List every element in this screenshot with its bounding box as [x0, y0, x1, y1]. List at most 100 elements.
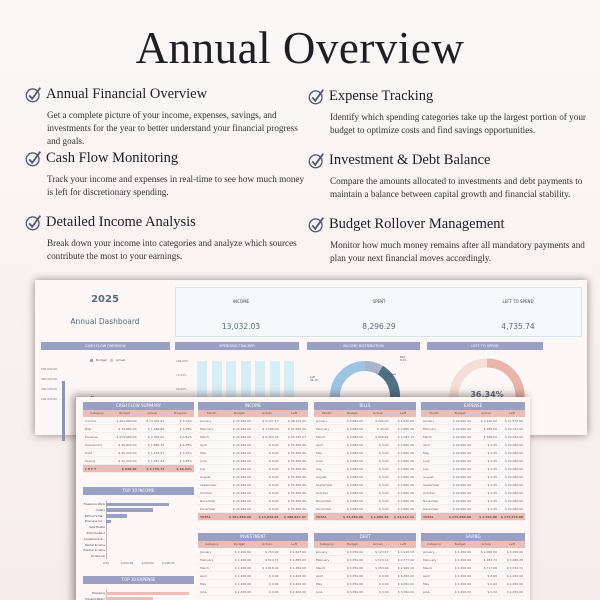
table-row: May $ 3,350.00 $ 0.00 $ 3,350.00	[314, 582, 416, 588]
column-header: Category	[319, 542, 334, 546]
investment-table-title: INVESTMENT	[198, 533, 308, 541]
column-header: Left	[291, 411, 298, 415]
bar-label: Business Inc...	[84, 519, 105, 524]
column-header: Actual	[262, 542, 272, 546]
table-row: Income $ 401,880.00 $ 13,032.03 $ 3.02%	[83, 419, 194, 425]
table-row: January $ 22,990.00 $ 1,420.00 $ 21,570.00	[421, 419, 525, 425]
table-row: May $ 2,890.00 $ 0.00 $ 2,890.00	[314, 451, 416, 457]
table-row: May $ 2,400.00 $ 0.00 $ 2,400.00	[198, 582, 308, 588]
column-header: Actual	[262, 411, 272, 415]
table-row: April $ 3,350.00 $ 0.00 $ 3,350.00	[314, 574, 416, 580]
check-circle-icon	[308, 217, 325, 233]
table-header: Month Budget Actual Left	[314, 410, 416, 417]
x-tick: 6,000.00	[162, 561, 175, 565]
cashflow-tick: 300,000.00	[41, 387, 58, 391]
column-header: Actual	[373, 542, 383, 546]
bar-label: Investment R...	[83, 536, 105, 541]
spending-tick: 75.00%	[176, 373, 187, 377]
spending-tick: 50.00%	[176, 387, 187, 391]
check-circle-icon	[25, 87, 42, 103]
column-header: Budget	[119, 411, 131, 415]
income-table: INCOME Month Budget Actual Left January $ 33,4…	[198, 402, 308, 521]
table-row: May $ 4,250.00 $ 0.00 $ 4,250.00	[421, 582, 525, 588]
table-row: Investment $ 28,800.00 $ 1,896.32 $ 6.58%	[83, 443, 194, 449]
table-row: June $ 2,400.00 $ 0.00 $ 2,400.00	[198, 590, 308, 596]
feature-item: Cash Flow Monitoring Track your income an…	[25, 150, 310, 199]
table-row: July $ 2,890.00 $ 0.00 $ 2,890.00	[314, 467, 416, 473]
check-circle-icon	[308, 153, 325, 169]
column-header: Category	[90, 411, 104, 415]
column-header: Actual	[373, 411, 383, 415]
table-row: March $ 2,400.00 $ 1,016.00 $ 1,384.00	[198, 566, 308, 572]
dist-label-left: Left 36.3%	[310, 376, 319, 382]
bar	[106, 519, 111, 524]
column-header: Actual	[481, 542, 491, 546]
table-header: Category Budget Actual Left	[314, 541, 416, 548]
column-header: Budget	[346, 411, 358, 415]
table-row: April $ 22,990.00 $ 0.00 $ 22,990.00	[421, 443, 525, 449]
table-row: February $ 3,350.00 $ 572.10 $ 2,777.90	[314, 558, 416, 564]
bar-label: Passive Income	[83, 548, 105, 553]
expense-table: EXPENSE Month Budget Actual Left January $ 22,…	[421, 402, 525, 521]
cashflow-legend: Budget Actual	[90, 358, 125, 362]
table-row: August $ 33,490.00 $ 0.00 $ 33,490.00	[198, 475, 308, 481]
cash-flow-sheet: CASH FLOW SUMMARY Category Budget Actual Pro…	[76, 397, 530, 600]
table-row: November $ 33,490.00 $ 0.00 $ 33,490.00	[198, 499, 308, 505]
cashflow-tick: 200,000.00	[41, 397, 58, 401]
table-row: August $ 2,890.00 $ 0.00 $ 2,890.00	[314, 475, 416, 481]
bar-label: Dividends	[91, 554, 105, 559]
bar-label: Shopping	[91, 591, 105, 595]
chart-axis	[106, 590, 107, 600]
table-row: June $ 2,890.00 $ 0.00 $ 2,890.00	[314, 459, 416, 465]
check-circle-icon	[25, 215, 42, 231]
feature-description: Track your income and expenses in real-t…	[47, 174, 305, 197]
column-header: Month	[429, 411, 439, 415]
feature-description: Break down your income into categories a…	[47, 238, 297, 261]
table-row: February $ 2,400.00 $ 514.77 $ 1,885.23	[198, 558, 308, 564]
table-row: March $ 33,490.00 $ 6,254.93 $ 27,235.07	[198, 435, 308, 441]
feature-description: Identify which spending categories take …	[330, 112, 586, 135]
feature-description: Compare the amounts allocated to investm…	[330, 176, 583, 199]
bar-label: Freelance Work	[83, 502, 105, 506]
donut-bills-segment	[330, 361, 400, 431]
column-header: Budget	[233, 411, 245, 415]
total-row: TOTAL $ 401,880.00 $ 13,032.03 $ 388,847.97	[198, 513, 308, 521]
panel-income-distribution: INCOME DISTRIBUTION	[307, 342, 420, 350]
table-row: December $ 2,890.00 $ 0.00 $ 2,890.00	[314, 507, 416, 513]
bar-label: Rental Income	[84, 542, 105, 547]
feature-title: Expense Tracking	[329, 88, 434, 104]
table-row: May $ 22,990.00 $ 0.00 $ 22,990.00	[421, 451, 525, 457]
debt-table-title: DEBT	[314, 533, 416, 541]
table-row: May $ 33,490.00 $ 0.00 $ 33,490.00	[198, 451, 308, 457]
table-row: June $ 4,250.00 $ 0.00 $ 4,250.00	[421, 590, 525, 596]
column-header: Budget	[233, 542, 245, 546]
table-row: February $ 2,890.00 $ 40.00 $ 2,850.00	[314, 427, 416, 433]
cashflow-tick: 400,000.00	[41, 377, 58, 381]
table-header: Category Budget Actual Left	[421, 541, 525, 548]
column-header: Category	[427, 542, 441, 546]
table-row: November $ 22,990.00 $ 0.00 $ 22,990.00	[421, 499, 525, 505]
bar-label: Side Hustle 2	[86, 531, 105, 535]
feature-title: Annual Financial Overview	[46, 86, 208, 102]
feature-description: Monitor how much money remains after all…	[330, 240, 585, 263]
kpi-income-value: 13,032.03	[221, 322, 261, 331]
table-header: Month Budget Actual Left	[421, 410, 525, 417]
cashflow-bar-income-budget	[62, 381, 65, 441]
check-circle-icon	[25, 151, 42, 167]
investment-table: INVESTMENT Category Budget Actual Left Januar…	[198, 533, 308, 596]
kpi-income-label: INCOME	[232, 299, 250, 304]
table-row: September $ 22,990.00 $ 0.00 $ 22,990.00	[421, 483, 525, 489]
kpi-panel: INCOME 13,032.03 SPENT 8,296.29 LEFT TO …	[175, 287, 582, 337]
panel-spending-tracker: SPENDING TRACKER	[175, 342, 299, 350]
column-header: Left	[400, 542, 407, 546]
table-row: July $ 33,490.00 $ 0.00 $ 33,490.00	[198, 467, 308, 473]
column-header: Actual	[147, 411, 158, 415]
bar-label: Partner's Sal...	[84, 513, 105, 518]
table-row: Saving $ 51,000.00 $ 1,951.41 $ 3.83%	[83, 459, 194, 465]
table-row: December $ 33,490.00 $ 0.00 $ 33,490.00	[198, 507, 308, 513]
kpi-left-label: LEFT TO SPEND	[502, 299, 534, 304]
bar-label: Salary	[96, 507, 105, 512]
x-tick: 4,000.00	[141, 561, 154, 565]
table-row: Debt $ 40,200.00 $ 1,216.57 $ 3.03%	[83, 451, 194, 457]
legend-actual: Actual	[115, 358, 126, 362]
